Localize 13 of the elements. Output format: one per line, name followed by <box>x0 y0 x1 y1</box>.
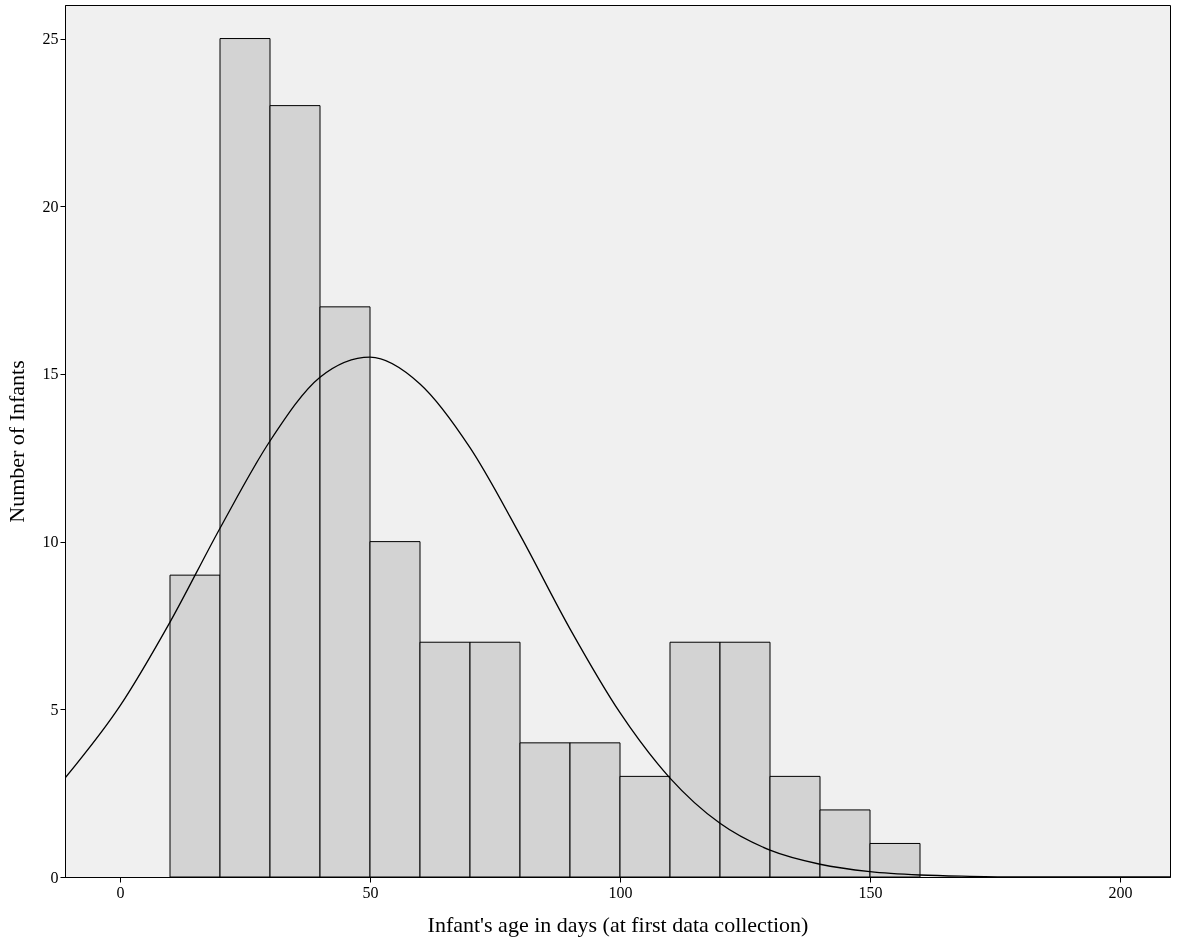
y-tick-label: 10 <box>42 533 59 551</box>
y-tick-label: 0 <box>50 868 59 886</box>
x-tick-label: 50 <box>362 883 379 901</box>
y-tick-label: 20 <box>42 197 59 215</box>
x-tick-label: 0 <box>116 883 125 901</box>
y-tick-label: 5 <box>50 700 59 718</box>
x-axis-title: Infant's age in days (at first data collection) <box>427 911 809 937</box>
y-tick-label: 15 <box>42 365 59 383</box>
y-tick-label: 25 <box>42 30 59 48</box>
x-tick-label: 100 <box>608 883 633 901</box>
x-tick-label: 150 <box>858 883 883 901</box>
x-tick-label: 200 <box>1108 883 1133 901</box>
y-axis-title: Number of Infants <box>3 360 29 523</box>
